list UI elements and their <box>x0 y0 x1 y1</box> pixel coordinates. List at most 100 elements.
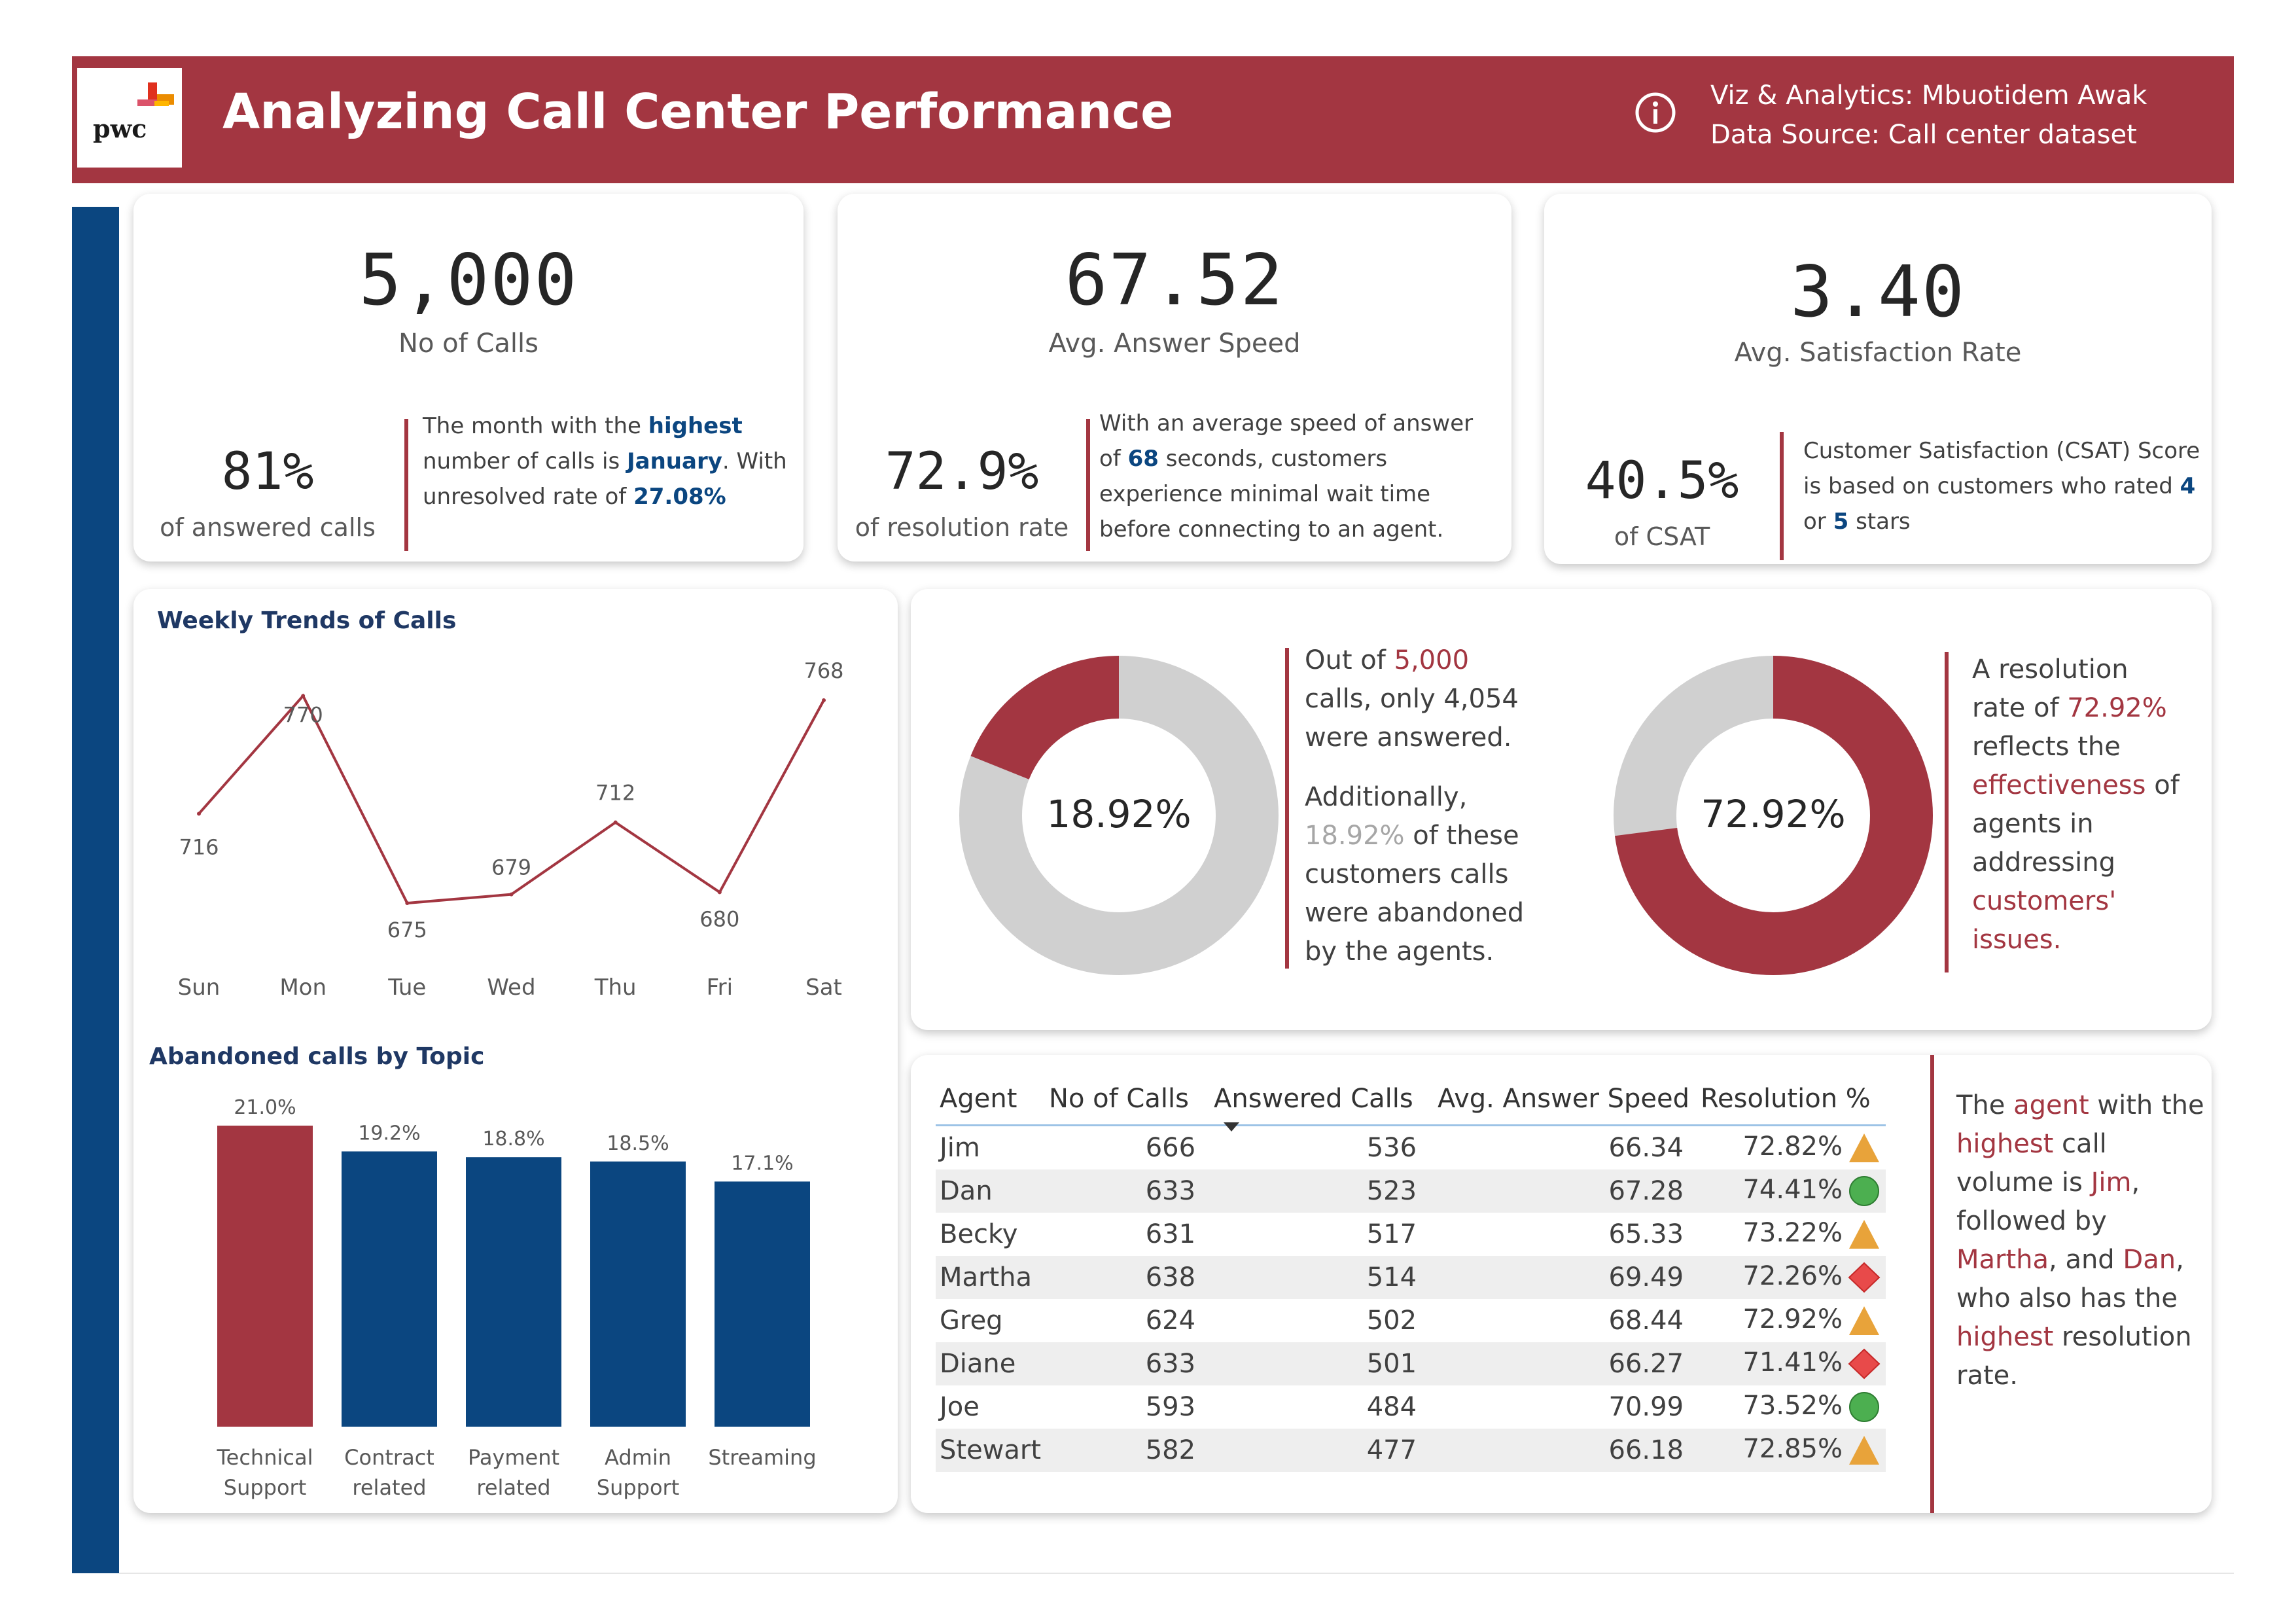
table-row[interactable]: Joe 593 484 70.99 73.52% <box>936 1385 1886 1429</box>
abandoned-calls-title: Abandoned calls by Topic <box>149 1043 485 1070</box>
abandoned-calls-bar[interactable] <box>715 1181 810 1427</box>
kpi-sub-value-calls: 81% <box>221 442 314 501</box>
kpi-note-segment: . With unresolved rate of <box>423 448 787 510</box>
abandoned-calls-bar[interactable] <box>466 1157 561 1427</box>
abandoned-calls-tick-label: related <box>476 1475 550 1500</box>
cell-calls: 633 <box>1045 1342 1210 1385</box>
kpi-sub-label-speed: of resolution rate <box>855 513 1069 542</box>
kpi-note-segment: With an average speed of answer of <box>1099 410 1474 472</box>
cell-speed: 66.34 <box>1608 1133 1684 1163</box>
weekly-trend-point <box>405 901 410 905</box>
col-no-of-calls[interactable]: No of Calls <box>1045 1073 1210 1126</box>
abandoned-calls-bar[interactable] <box>217 1126 313 1427</box>
cell-answered: 484 <box>1366 1392 1417 1422</box>
resolution-rate-note: A resolution rate of 72.92% reflects the… <box>1972 654 2180 955</box>
resolution-rate-donut <box>1614 656 1933 975</box>
resolution-value: 72.85% <box>1742 1434 1843 1464</box>
weekly-trend-tick-label: Wed <box>487 974 535 1001</box>
abandoned-calls-tick-label: Admin <box>605 1445 671 1470</box>
credit-source: Data Source: Call center dataset <box>1710 120 2137 150</box>
abandon-donut-value-slice[interactable] <box>959 656 1279 975</box>
table-row[interactable]: Greg 624 502 68.44 72.92% <box>936 1299 1886 1342</box>
cell-answered: 501 <box>1210 1342 1434 1385</box>
kpi-note-segment: 5 <box>1833 508 1849 535</box>
cell-speed: 68.44 <box>1608 1306 1684 1336</box>
kpi-value-calls: 5,000 <box>359 240 578 321</box>
abandoned-calls-tick-label: Contract <box>344 1445 434 1470</box>
weekly-trend-data-label: 712 <box>595 781 635 806</box>
cell-calls: 633 <box>1045 1169 1210 1213</box>
left-accent-bar <box>72 207 119 1573</box>
weekly-trend-tick-label: Mon <box>279 974 327 1001</box>
table-row[interactable]: Dan 633 523 67.28 74.41% <box>936 1169 1886 1213</box>
kpi-sub-label-satisfaction: of CSAT <box>1614 522 1710 551</box>
col-avg-answer-speed[interactable]: Avg. Answer Speed <box>1434 1073 1697 1126</box>
kpi-sub-value-satisfaction: 40.5% <box>1585 452 1739 510</box>
abandoned-calls-data-label: 18.8% <box>482 1128 544 1150</box>
col-answered-calls[interactable]: Answered Calls <box>1210 1073 1434 1126</box>
weekly-trend-data-label: 768 <box>804 658 843 683</box>
cell-answered: 517 <box>1366 1219 1417 1249</box>
cell-speed: 66.18 <box>1434 1429 1697 1472</box>
cell-resolution: 72.26% <box>1697 1256 1886 1299</box>
kpi-note-segment: highest <box>648 413 743 439</box>
circle-status-icon <box>1849 1176 1879 1206</box>
cell-agent: Greg <box>940 1306 1003 1336</box>
table-row[interactable]: Jim 666 536 66.34 72.82% <box>936 1126 1886 1170</box>
kpi-note-segment: January <box>627 448 722 474</box>
weekly-trend-data-label: 680 <box>699 906 739 931</box>
weekly-trend-data-label: 679 <box>491 855 531 880</box>
resolution-rate-value: 72.92% <box>1701 792 1846 836</box>
kpi-label-satisfaction: Avg. Satisfaction Rate <box>1734 338 2022 368</box>
kpi-note-segment: stars <box>1848 508 1911 535</box>
cell-agent: Martha <box>936 1256 1046 1299</box>
agents-table-header: Agent No of Calls Answered Calls Avg. An… <box>936 1073 1886 1126</box>
weekly-trend-data-label: 675 <box>387 918 427 942</box>
cell-agent: Stewart <box>936 1429 1046 1472</box>
abandoned-calls-tick-label: Support <box>224 1475 307 1500</box>
kpi-label-speed: Avg. Answer Speed <box>1048 329 1301 359</box>
abandoned-calls-tick-label: Streaming <box>708 1445 816 1470</box>
resolution-value: 72.82% <box>1742 1132 1843 1162</box>
kpi-note-calls: The month with the highest number of cal… <box>423 408 798 514</box>
table-row[interactable]: Becky 631 517 65.33 73.22% <box>936 1213 1886 1256</box>
col-resolution[interactable]: Resolution % <box>1697 1073 1886 1126</box>
cell-answered: 514 <box>1210 1256 1434 1299</box>
weekly-trend-data-label: 716 <box>179 834 219 859</box>
weekly-trend-tick-label: Sat <box>805 974 842 1001</box>
cell-calls: 593 <box>1145 1392 1196 1422</box>
weekly-trend-point <box>613 820 618 825</box>
kpi-label-calls: No of Calls <box>398 329 539 359</box>
kpi-note-segment: 68 <box>1127 446 1159 472</box>
col-agent[interactable]: Agent <box>936 1073 1046 1126</box>
kpi-note-segment: Customer Satisfaction (CSAT) Score is ba… <box>1803 438 2200 499</box>
cell-resolution: 72.85% <box>1697 1429 1886 1472</box>
abandoned-calls-tick-label: Technical <box>217 1445 313 1470</box>
cell-resolution: 74.41% <box>1697 1169 1886 1213</box>
sort-descending-icon[interactable] <box>1224 1122 1239 1132</box>
weekly-trend-tick-label: Fri <box>707 974 733 1001</box>
abandoned-calls-bar[interactable] <box>342 1151 437 1427</box>
cell-resolution: 71.41% <box>1697 1342 1886 1385</box>
weekly-trend-point <box>822 698 826 702</box>
kpi-card-calls <box>133 194 804 562</box>
weekly-trend-point <box>301 694 306 698</box>
triangle-status-icon <box>1849 1133 1879 1162</box>
abandoned-calls-tick-label: Support <box>597 1475 680 1500</box>
abandoned-calls-bar[interactable] <box>590 1161 686 1427</box>
abandoned-calls-chart: 21.0% Technical Support 19.2% Contract relate… <box>217 1096 817 1500</box>
header-banner <box>72 56 2234 183</box>
table-row[interactable]: Martha 638 514 69.49 72.26% <box>936 1256 1886 1299</box>
abandoned-calls-data-label: 21.0% <box>234 1096 296 1119</box>
kpi-divider-satisfaction <box>1780 432 1784 560</box>
circle-status-icon <box>1849 1392 1879 1422</box>
cell-calls: 631 <box>1145 1219 1196 1249</box>
abandoned-calls-data-label: 19.2% <box>358 1122 420 1145</box>
cell-calls: 666 <box>1145 1133 1196 1163</box>
abandon-rate-value: 18.92% <box>1046 792 1192 836</box>
table-row[interactable]: Diane 633 501 66.27 71.41% <box>936 1342 1886 1385</box>
table-row[interactable]: Stewart 582 477 66.18 72.85% <box>936 1429 1886 1472</box>
resolution-donut-value-slice[interactable] <box>1614 656 1933 975</box>
info-icon[interactable] <box>1634 92 1676 134</box>
weekly-trend-point <box>717 890 722 895</box>
